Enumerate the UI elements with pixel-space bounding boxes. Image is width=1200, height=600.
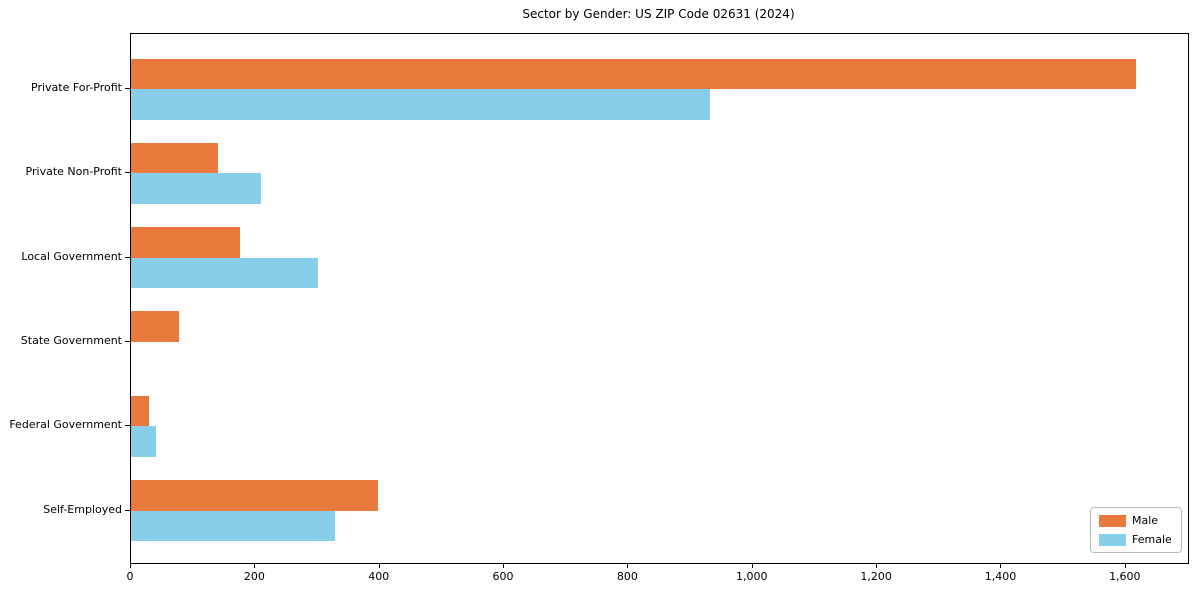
- x-tick-label: 1,200: [860, 570, 892, 583]
- bar-male-1: [131, 142, 219, 174]
- x-tick-label: 1,600: [1109, 570, 1141, 583]
- bar-male-2: [131, 227, 240, 258]
- bar-female-4: [131, 426, 157, 457]
- x-tick-label: 400: [368, 570, 390, 583]
- y-tick-label: Private For-Profit: [31, 81, 122, 94]
- x-tick-mark: [1124, 563, 1126, 568]
- bar-female-2: [131, 257, 318, 289]
- plot-area: [130, 33, 1189, 564]
- y-tick-mark: [125, 509, 130, 511]
- bar-male-4: [131, 395, 150, 427]
- chart-title: Sector by Gender: US ZIP Code 02631 (202…: [522, 7, 795, 21]
- y-tick-label: Local Government: [21, 249, 122, 263]
- legend: Male Female: [1090, 507, 1182, 553]
- y-tick-mark: [125, 425, 130, 427]
- y-tick-label: Self-Employed: [43, 502, 122, 516]
- x-tick-mark: [627, 563, 629, 568]
- y-tick-label: Private Non-Profit: [25, 165, 122, 179]
- x-tick-mark: [876, 563, 878, 568]
- x-tick-mark: [254, 563, 256, 568]
- x-tick-label: 600: [492, 570, 514, 583]
- x-tick-label: 1,400: [984, 570, 1017, 583]
- x-tick-mark: [1000, 563, 1002, 568]
- legend-label-female: Female: [1132, 533, 1172, 546]
- x-tick-mark: [130, 563, 131, 568]
- legend-label-male: Male: [1132, 514, 1159, 527]
- bar-female-5: [131, 510, 335, 541]
- y-tick-mark: [125, 340, 130, 342]
- y-tick-label: Federal Government: [9, 418, 122, 432]
- x-tick-label: 1,000: [736, 570, 768, 583]
- y-tick-mark: [125, 256, 130, 258]
- female-swatch-icon: [1099, 533, 1126, 546]
- x-tick-label: 800: [616, 570, 638, 583]
- legend-item-female: Female: [1099, 533, 1173, 546]
- x-tick-mark: [378, 563, 380, 568]
- bar-female-1: [131, 173, 261, 204]
- bar-male-5: [131, 480, 379, 511]
- bar-male-0: [131, 58, 1136, 89]
- x-tick-label: 0: [126, 570, 134, 583]
- y-tick-mark: [125, 172, 130, 174]
- y-tick-label: State Government: [20, 333, 122, 347]
- bar-female-0: [131, 89, 711, 120]
- y-tick-mark: [125, 88, 130, 89]
- legend-item-male: Male: [1099, 514, 1173, 527]
- male-swatch-icon: [1099, 514, 1126, 527]
- bar-male-3: [131, 311, 180, 342]
- x-tick-mark: [503, 563, 505, 568]
- x-tick-label: 200: [243, 570, 265, 583]
- x-tick-mark: [751, 563, 753, 568]
